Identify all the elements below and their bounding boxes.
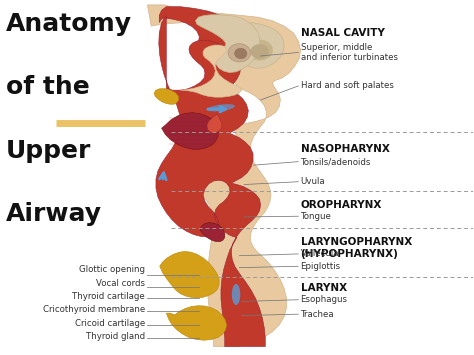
Polygon shape [181, 45, 242, 97]
Text: OROPHARYNX: OROPHARYNX [301, 200, 382, 211]
Text: Hard and soft palates: Hard and soft palates [301, 81, 393, 91]
Ellipse shape [232, 284, 240, 305]
Text: Vocal cords: Vocal cords [96, 279, 145, 288]
Ellipse shape [207, 104, 235, 111]
Polygon shape [207, 114, 222, 133]
Text: Uvula: Uvula [301, 177, 325, 186]
Text: Anatomy: Anatomy [6, 12, 132, 36]
Polygon shape [154, 89, 179, 104]
Polygon shape [196, 15, 260, 72]
Text: Glottic opening: Glottic opening [79, 265, 145, 274]
Text: Tonsils/adenoids: Tonsils/adenoids [301, 157, 371, 166]
Polygon shape [162, 113, 218, 149]
Polygon shape [166, 306, 227, 340]
Text: Superior, middle
and inferior turbinates: Superior, middle and inferior turbinates [301, 43, 398, 62]
Polygon shape [231, 22, 284, 68]
Polygon shape [156, 16, 265, 346]
Text: LARYNGOPHARYNX
(HYPOPHARYNX): LARYNGOPHARYNX (HYPOPHARYNX) [301, 237, 412, 259]
Ellipse shape [235, 48, 247, 59]
Ellipse shape [251, 44, 269, 59]
Text: Esophagus: Esophagus [301, 295, 347, 304]
Text: Trachea: Trachea [301, 310, 334, 319]
Text: Thyroid gland: Thyroid gland [86, 332, 145, 341]
Text: LARYNX: LARYNX [301, 283, 347, 293]
Text: NASOPHARYNX: NASOPHARYNX [301, 144, 390, 154]
Text: Epiglottis: Epiglottis [301, 262, 341, 271]
Text: of the: of the [6, 75, 90, 99]
Polygon shape [147, 5, 301, 346]
Text: Cricothyroid membrane: Cricothyroid membrane [43, 305, 145, 315]
Text: NASAL CAVITY: NASAL CAVITY [301, 28, 384, 38]
Polygon shape [200, 223, 225, 242]
Polygon shape [159, 7, 239, 63]
Ellipse shape [246, 40, 273, 60]
Text: Upper: Upper [6, 139, 91, 163]
Polygon shape [160, 251, 219, 298]
Text: Airway: Airway [6, 202, 102, 226]
Text: Vallecula: Vallecula [301, 250, 339, 258]
Ellipse shape [228, 44, 251, 62]
Text: Thyroid cartilage: Thyroid cartilage [73, 292, 145, 301]
Text: Tongue: Tongue [301, 212, 331, 221]
Text: Cricoid cartilage: Cricoid cartilage [75, 319, 145, 328]
